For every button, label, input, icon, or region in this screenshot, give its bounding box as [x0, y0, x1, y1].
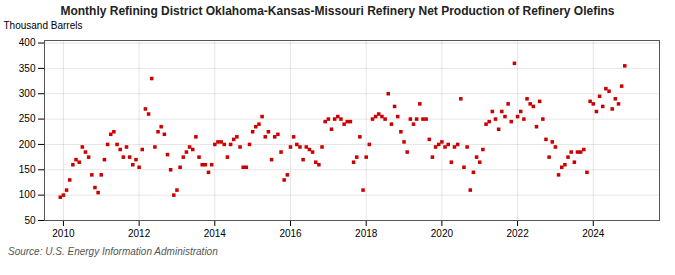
svg-text:2016: 2016 [279, 228, 302, 239]
svg-text:300: 300 [19, 88, 36, 99]
svg-text:50: 50 [24, 215, 36, 226]
svg-text:2010: 2010 [52, 228, 75, 239]
svg-text:350: 350 [19, 63, 36, 74]
svg-text:2022: 2022 [506, 228, 529, 239]
svg-text:2024: 2024 [582, 228, 605, 239]
html-text:Monthly Refining District Okla: Monthly Refining District Oklahoma-Kansa… [60, 4, 615, 18]
svg-text:150: 150 [19, 164, 36, 175]
svg-text:2012: 2012 [128, 228, 151, 239]
svg-text:2014: 2014 [204, 228, 227, 239]
html-text:Source: U.S. Energy Informatio: Source: U.S. Energy Information Administ… [8, 246, 218, 257]
svg-text:Thousand Barrels: Thousand Barrels [4, 20, 83, 31]
svg-text:2020: 2020 [431, 228, 454, 239]
svg-text:400: 400 [19, 37, 36, 48]
svg-text:250: 250 [19, 113, 36, 124]
svg-text:2018: 2018 [355, 228, 378, 239]
svg-text:100: 100 [19, 189, 36, 200]
svg-text:200: 200 [19, 139, 36, 150]
